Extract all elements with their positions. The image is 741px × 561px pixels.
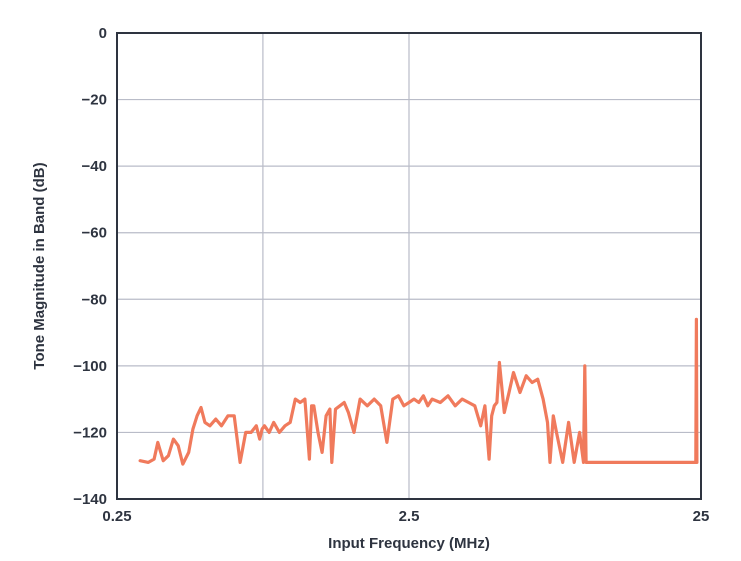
x-tick-label: 0.25 xyxy=(102,508,131,525)
plot-area xyxy=(116,32,702,500)
y-tick-label: −40 xyxy=(82,158,107,175)
y-axis-label: Tone Magnitude in Band (dB) xyxy=(31,162,48,369)
grid xyxy=(117,33,701,499)
x-axis-label: Input Frequency (MHz) xyxy=(328,535,490,552)
x-tick-label: 2.5 xyxy=(399,508,420,525)
y-tick-label: −80 xyxy=(82,291,107,308)
series-layer xyxy=(138,317,699,466)
y-tick-label: 0 xyxy=(99,25,107,42)
series-line xyxy=(138,317,699,466)
y-tick-label: −140 xyxy=(73,491,107,508)
y-tick-label: −20 xyxy=(82,92,107,109)
y-tick-label: −120 xyxy=(73,424,107,441)
y-axis-ticks: 0 −20 −40 −60 −80 −100 −120 −140 xyxy=(73,25,107,508)
x-tick-label: 25 xyxy=(693,508,710,525)
x-axis-ticks: 0.25 2.5 25 xyxy=(102,508,709,525)
y-tick-label: −100 xyxy=(73,358,107,375)
y-tick-label: −60 xyxy=(82,225,107,242)
